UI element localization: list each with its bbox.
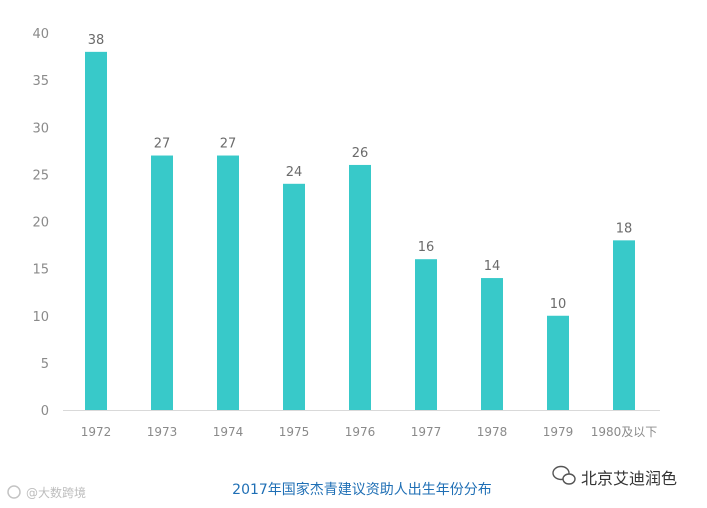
watermark-left-text: @大数跨境 <box>26 485 86 500</box>
y-tick-label: 20 <box>32 216 49 231</box>
bar-value-label: 27 <box>220 137 237 152</box>
watermark-left: @大数跨境 <box>7 485 86 500</box>
y-tick-label: 0 <box>41 404 49 419</box>
x-tick-label: 1975 <box>279 425 310 439</box>
watermark-right-text: 北京艾迪润色 <box>581 469 677 488</box>
bar <box>85 51 107 410</box>
bar-value-label: 26 <box>352 146 369 161</box>
x-tick-label: 1978 <box>477 425 508 439</box>
bar <box>613 240 635 410</box>
y-axis-ticks: 0 5 10 15 20 25 30 35 40 <box>32 27 49 419</box>
bar <box>151 155 173 410</box>
bars-group: 38 27 27 24 26 16 14 10 18 <box>85 33 635 410</box>
wechat-icon <box>552 465 576 485</box>
x-tick-label: 1973 <box>147 425 178 439</box>
bar-value-label: 38 <box>88 33 105 48</box>
y-tick-label: 5 <box>41 357 49 372</box>
bar <box>283 183 305 410</box>
y-tick-label: 25 <box>32 168 49 183</box>
x-tick-label: 1976 <box>345 425 376 439</box>
bar-value-label: 10 <box>550 297 567 312</box>
x-tick-label: 1977 <box>411 425 442 439</box>
chart-title: 2017年国家杰青建议资助人出生年份分布 <box>232 481 492 498</box>
bar-value-label: 16 <box>418 240 435 255</box>
x-tick-label: 1972 <box>81 425 112 439</box>
y-tick-label: 35 <box>32 74 49 89</box>
x-tick-label: 1979 <box>543 425 574 439</box>
bar <box>415 259 437 410</box>
bar <box>547 315 569 410</box>
bar-value-label: 27 <box>154 137 171 152</box>
y-tick-label: 15 <box>32 263 49 278</box>
y-tick-label: 40 <box>32 27 49 42</box>
x-tick-label: 1974 <box>213 425 244 439</box>
bar <box>481 278 503 410</box>
x-tick-label: 1980及以下 <box>591 425 658 439</box>
bar <box>349 164 371 410</box>
weibo-icon <box>7 485 21 499</box>
bar-value-label: 24 <box>286 165 303 180</box>
bar-value-label: 18 <box>616 221 633 236</box>
watermark-right: 北京艾迪润色 <box>552 465 677 488</box>
bar <box>217 155 239 410</box>
y-tick-label: 30 <box>32 121 49 136</box>
y-tick-label: 10 <box>32 310 49 325</box>
x-axis-ticks: 1972 1973 1974 1975 1976 1977 1978 1979 1980及以下 <box>81 425 658 439</box>
bar-value-label: 14 <box>484 259 501 274</box>
